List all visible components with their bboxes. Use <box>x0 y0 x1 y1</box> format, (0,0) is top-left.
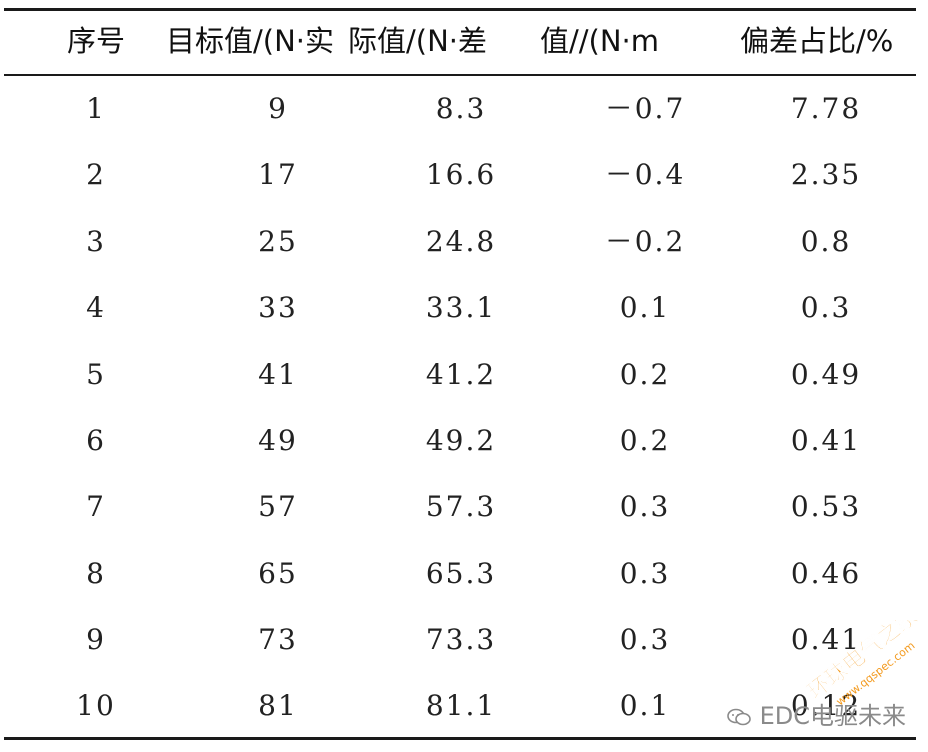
cell-difference: 0.2 <box>619 424 671 457</box>
cell-actual: 81.1 <box>425 689 497 722</box>
cell-difference: 0.3 <box>619 623 671 656</box>
cell-difference: －0.2 <box>604 225 686 258</box>
cell-target: 81 <box>258 689 298 722</box>
cell-difference: 0.3 <box>619 490 671 523</box>
cell-difference: 0.1 <box>619 291 671 324</box>
cell-difference: －0.4 <box>604 158 686 191</box>
cell-target: 49 <box>258 424 298 457</box>
cell-index: 6 <box>86 424 106 457</box>
cell-index: 9 <box>86 623 106 656</box>
cell-actual: 24.8 <box>425 225 497 258</box>
cell-difference: －0.7 <box>604 92 686 125</box>
cell-target: 41 <box>258 358 298 391</box>
wechat-icon <box>726 702 760 730</box>
cell-actual: 49.2 <box>425 424 497 457</box>
site-watermark-logo: 环球电气之家 www.qqspec.com <box>800 602 923 720</box>
cell-index: 7 <box>86 490 106 523</box>
cell-index: 5 <box>86 358 106 391</box>
cell-target: 65 <box>258 557 298 590</box>
table-top-rule <box>4 8 916 11</box>
cell-deviation: 0.41 <box>790 424 862 457</box>
cell-actual: 33.1 <box>425 291 497 324</box>
wechat-account-name: EDC电驱未来 <box>759 702 907 730</box>
cell-target: 73 <box>258 623 298 656</box>
cell-deviation: 0.12 <box>790 689 862 722</box>
header-actual-value: 际值/(N·差 <box>348 24 487 58</box>
cell-actual: 16.6 <box>425 158 497 191</box>
header-difference: 值//(N·m <box>540 24 660 58</box>
cell-target: 25 <box>258 225 298 258</box>
cell-actual: 73.3 <box>425 623 497 656</box>
cell-deviation: 7.78 <box>790 92 862 125</box>
cell-deviation: 0.46 <box>790 557 862 590</box>
cell-actual: 41.2 <box>425 358 497 391</box>
cell-target: 33 <box>258 291 298 324</box>
cell-index: 8 <box>86 557 106 590</box>
cell-index: 2 <box>86 158 106 191</box>
cell-target: 9 <box>268 92 288 125</box>
wechat-watermark: EDC电驱未来 <box>726 696 906 731</box>
cell-target: 57 <box>258 490 298 523</box>
cell-deviation: 0.41 <box>790 623 862 656</box>
cell-deviation: 0.8 <box>800 225 852 258</box>
cell-index: 1 <box>86 92 106 125</box>
cell-actual: 57.3 <box>425 490 497 523</box>
table-header-rule <box>4 74 916 76</box>
cell-deviation: 2.35 <box>790 158 862 191</box>
cell-index: 10 <box>76 689 116 722</box>
cell-index: 3 <box>86 225 106 258</box>
header-index: 序号 <box>66 24 126 58</box>
cell-deviation: 0.3 <box>800 291 852 324</box>
cell-deviation: 0.53 <box>790 490 862 523</box>
cell-index: 4 <box>86 291 106 324</box>
watermark: 环球电气之家 www.qqspec.com EDC电驱未来 <box>690 600 924 735</box>
cell-difference: 0.3 <box>619 557 671 590</box>
table-bottom-rule <box>4 737 916 740</box>
cell-difference: 0.1 <box>619 689 671 722</box>
cell-actual: 8.3 <box>435 92 487 125</box>
cell-difference: 0.2 <box>619 358 671 391</box>
header-deviation-ratio: 偏差占比/% <box>740 24 894 58</box>
header-target-value: 目标值/(N·实 <box>166 24 334 58</box>
cell-target: 17 <box>258 158 298 191</box>
cell-actual: 65.3 <box>425 557 497 590</box>
cell-deviation: 0.49 <box>790 358 862 391</box>
